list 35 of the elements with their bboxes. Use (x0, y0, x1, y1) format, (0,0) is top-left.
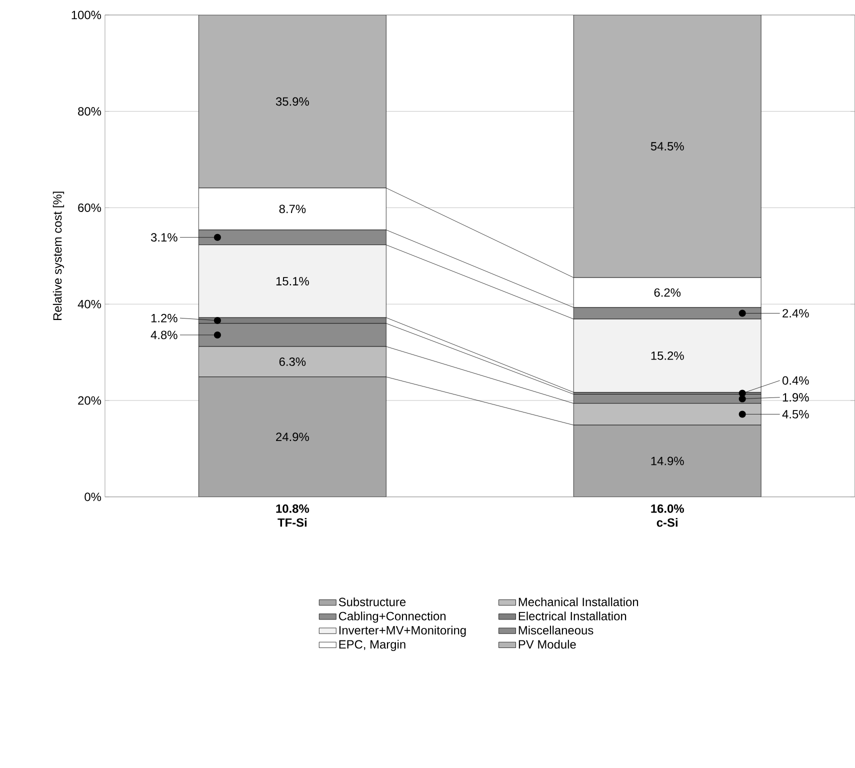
data-label: 8.7% (279, 204, 306, 214)
data-label: 1.2% (151, 314, 178, 322)
data-label: 0.4% (782, 376, 809, 385)
legend-label: Inverter+MV+Monitoring (339, 626, 466, 637)
data-label: 6.3% (279, 358, 306, 366)
y-tick-label: 60% (78, 204, 102, 212)
legend-label: Substructure (338, 598, 406, 606)
text: 16.0% (651, 504, 684, 513)
data-label: 3.1% (150, 233, 178, 242)
data-label: 4.8% (150, 330, 178, 340)
data-label: 54.5% (650, 142, 684, 151)
data-label: 2.4% (782, 309, 809, 318)
legend-label: Mechanical Installation (518, 598, 638, 606)
data-label: 6.2% (654, 288, 681, 297)
data-label: 14.9% (651, 456, 684, 466)
data-label: 15.2% (651, 352, 684, 360)
legend-label: EPC, Margin (339, 640, 406, 652)
y-axis-title: Relative system cost [%] (52, 192, 64, 320)
data-label: 15.1% (276, 277, 309, 286)
data-label: 35.9% (276, 97, 309, 106)
y-tick-label: 40% (78, 300, 102, 308)
legend-label: Miscellaneous (518, 626, 594, 635)
legend-label: Electrical Installation (518, 612, 626, 620)
data-label: 24.9% (276, 432, 309, 442)
y-tick-label: 20% (78, 396, 102, 405)
text: 10.8% (276, 504, 310, 513)
x-tick-label: c-Si (656, 518, 678, 527)
x-tick-label: TF-Si (278, 518, 307, 527)
y-tick-label: 80% (78, 107, 102, 116)
legend-label: PV Module (518, 640, 576, 649)
y-tick-label: 0% (84, 492, 102, 502)
data-label: 4.5% (782, 410, 809, 419)
y-tick-label: 100% (72, 10, 102, 20)
data-label: 1.9% (782, 393, 809, 402)
legend-label: Cabling+Connection (338, 612, 446, 623)
